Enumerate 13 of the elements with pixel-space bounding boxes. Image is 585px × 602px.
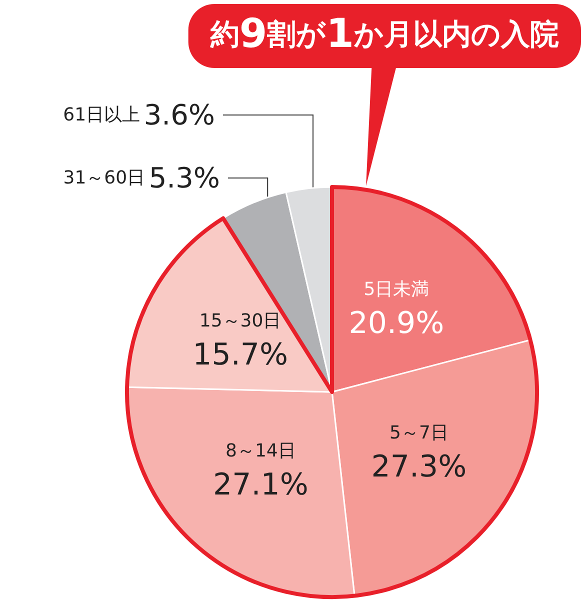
data-label: 27.1% — [213, 467, 308, 502]
data-label: 20.9% — [348, 306, 444, 341]
slice-label: 31～60日 — [63, 168, 146, 188]
slice-label: 61日以上 — [63, 104, 140, 126]
data-label: 5.3% — [148, 162, 220, 194]
slice-label: 15～30日 — [199, 310, 282, 332]
chart-title: 約9割が1か月以内の入院 — [209, 11, 559, 57]
slice-label: 5～7日 — [389, 422, 448, 444]
slice-label: 8～14日 — [226, 440, 296, 462]
data-label: 15.7% — [192, 337, 288, 372]
data-label: 3.6% — [144, 98, 215, 132]
slice-label: 5日未満 — [364, 278, 430, 300]
data-label: 27.3% — [371, 449, 467, 484]
